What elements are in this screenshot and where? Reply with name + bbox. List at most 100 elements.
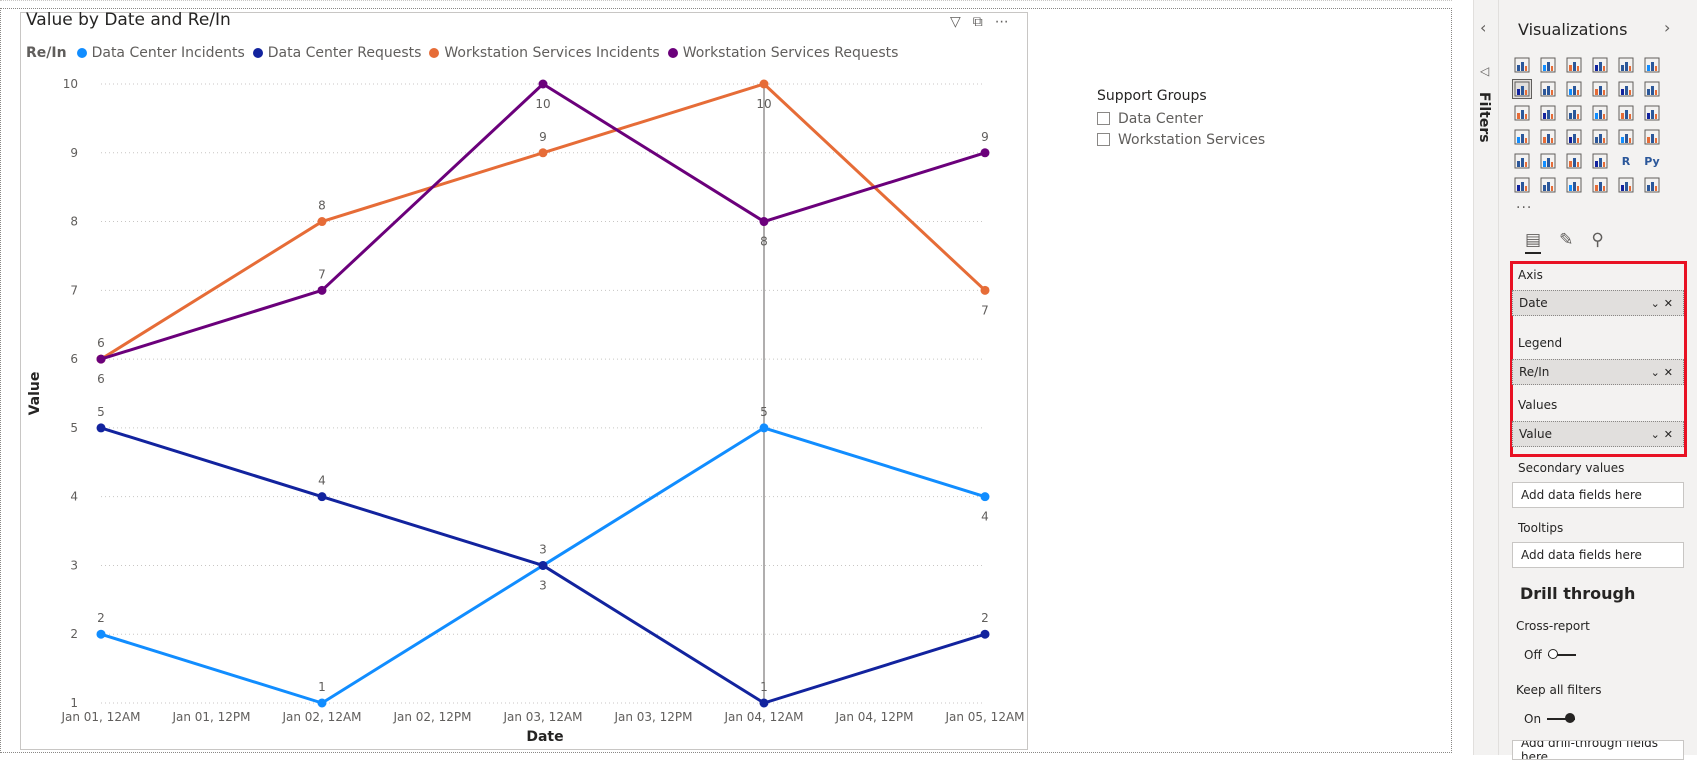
field-name: Re/In	[1519, 365, 1550, 379]
cross-report-toggle[interactable]: Off	[1524, 648, 1576, 662]
line-clustered-column-icon[interactable]	[1590, 79, 1610, 99]
line-chart-visual[interactable]	[20, 12, 1028, 750]
funnel-icon[interactable]	[1538, 103, 1558, 123]
pie-icon[interactable]	[1590, 103, 1610, 123]
legend-label: Data Center Requests	[267, 45, 422, 61]
y-tick-label: 7	[70, 283, 78, 297]
treemap-icon[interactable]	[1642, 103, 1662, 123]
legend-item[interactable]: Workstation Services Requests	[667, 45, 898, 61]
close-icon[interactable]: ✕	[1663, 365, 1677, 379]
r-visual-icon[interactable]: R	[1621, 154, 1631, 168]
close-icon[interactable]: ✕	[1663, 296, 1677, 310]
stacked-bar-icon[interactable]	[1512, 55, 1532, 75]
line-chart-icon[interactable]	[1512, 79, 1532, 99]
x-tick-label: Jan 05, 12AM	[944, 710, 1024, 724]
field-controls[interactable]: ⌄✕	[1651, 428, 1677, 441]
multi-row-card-icon[interactable]	[1642, 127, 1662, 147]
chevron-down-icon[interactable]: ⌄	[1650, 427, 1664, 441]
toggle-knob	[1565, 713, 1576, 723]
y-tick-label: 10	[63, 77, 78, 91]
waterfall-icon[interactable]	[1512, 103, 1532, 123]
paginated-report-icon[interactable]	[1616, 175, 1636, 195]
100-stacked-bar-icon[interactable]	[1616, 55, 1636, 75]
clustered-column-icon[interactable]	[1590, 55, 1610, 75]
gallery-spacer	[1668, 127, 1688, 147]
legend-item[interactable]: Data Center Incidents	[76, 45, 245, 61]
x-tick-label: Jan 01, 12AM	[60, 710, 140, 724]
slicer-icon[interactable]	[1538, 151, 1558, 171]
legend-item[interactable]: Workstation Services Incidents	[429, 45, 660, 61]
table-icon[interactable]	[1564, 151, 1584, 171]
format-tab-icon[interactable]: ✎	[1559, 230, 1574, 250]
filled-map-icon[interactable]	[1538, 127, 1558, 147]
data-point	[980, 492, 990, 502]
data-label: 7	[318, 267, 326, 281]
python-visual-icon[interactable]: Py	[1644, 154, 1660, 168]
shape-map-icon[interactable]	[1564, 127, 1584, 147]
map-icon[interactable]	[1512, 127, 1532, 147]
more-visuals-icon[interactable]: ···	[1516, 200, 1533, 216]
field-controls[interactable]: ⌄✕	[1651, 366, 1677, 379]
field-controls[interactable]: ⌄✕	[1651, 297, 1677, 310]
gauge-icon[interactable]	[1590, 127, 1610, 147]
legend-well-label: Legend	[1518, 336, 1563, 350]
slicer-item[interactable]: Data Center	[1097, 108, 1265, 129]
gallery-spacer	[1668, 103, 1688, 123]
focus-mode-icon[interactable]: ⧉	[972, 14, 983, 30]
data-point	[759, 217, 769, 227]
kpi-icon[interactable]	[1512, 151, 1532, 171]
slicer-item[interactable]: Workstation Services	[1097, 129, 1265, 150]
legend-field[interactable]: Re/In ⌄✕	[1512, 359, 1684, 385]
filters-pane-collapsed[interactable]	[1473, 0, 1498, 755]
legend-item[interactable]: Data Center Requests	[252, 45, 422, 61]
chevron-down-icon[interactable]: ⌄	[1650, 365, 1664, 379]
field-name: Date	[1519, 296, 1548, 310]
fields-tab-icon[interactable]: ▤	[1525, 230, 1542, 254]
analytics-tab-icon[interactable]: ⚲	[1591, 230, 1604, 250]
data-label: 6	[97, 336, 105, 350]
data-label: 6	[97, 372, 105, 386]
values-field[interactable]: Value ⌄✕	[1512, 421, 1684, 447]
checkbox[interactable]	[1097, 112, 1110, 125]
chevron-down-icon[interactable]: ⌄	[1650, 296, 1664, 310]
secondary-values-drop[interactable]: Add data fields here	[1512, 482, 1684, 508]
drill-through-drop[interactable]: Add drill-through fields here	[1512, 740, 1684, 760]
smart-narrative-icon[interactable]	[1590, 175, 1610, 195]
stacked-column-icon[interactable]	[1538, 55, 1558, 75]
100-stacked-column-icon[interactable]	[1642, 55, 1662, 75]
donut-icon[interactable]	[1616, 103, 1636, 123]
line-stacked-column-icon[interactable]	[1616, 79, 1636, 99]
key-influencers-icon[interactable]	[1512, 175, 1532, 195]
scatter-icon[interactable]	[1564, 103, 1584, 123]
axis-field[interactable]: Date ⌄✕	[1512, 290, 1684, 316]
ribbon-chart-icon[interactable]	[1642, 79, 1662, 99]
x-tick-label: Jan 01, 12PM	[171, 710, 250, 724]
qa-icon[interactable]	[1564, 175, 1584, 195]
data-label: 5	[97, 405, 105, 419]
data-label: 2	[981, 611, 989, 625]
close-icon[interactable]: ✕	[1663, 427, 1677, 441]
decomposition-tree-icon[interactable]	[1538, 175, 1558, 195]
arcgis-icon[interactable]	[1642, 175, 1662, 195]
gallery-spacer	[1668, 79, 1688, 99]
keep-filters-toggle[interactable]: On	[1524, 712, 1576, 726]
tooltips-drop[interactable]: Add data fields here	[1512, 542, 1684, 568]
filter-icon[interactable]: ▽	[950, 14, 961, 30]
stacked-area-icon[interactable]	[1564, 79, 1584, 99]
toggle-knob	[1547, 649, 1558, 659]
chevron-right-icon[interactable]: ›	[1664, 18, 1671, 37]
card-icon[interactable]	[1616, 127, 1636, 147]
more-options-icon[interactable]: ⋯	[994, 14, 1009, 30]
data-point	[759, 698, 769, 708]
x-tick-label: Jan 03, 12AM	[502, 710, 582, 724]
filters-label[interactable]: Filters	[1476, 92, 1492, 143]
data-point	[317, 217, 327, 227]
clustered-bar-icon[interactable]	[1564, 55, 1584, 75]
matrix-icon[interactable]	[1590, 151, 1610, 171]
report-canvas[interactable]	[0, 8, 1452, 753]
chevron-left-icon[interactable]: ‹	[1480, 18, 1487, 37]
y-tick-label: 4	[70, 490, 78, 504]
area-chart-icon[interactable]	[1538, 79, 1558, 99]
toggle-state: On	[1524, 712, 1542, 726]
checkbox[interactable]	[1097, 133, 1110, 146]
